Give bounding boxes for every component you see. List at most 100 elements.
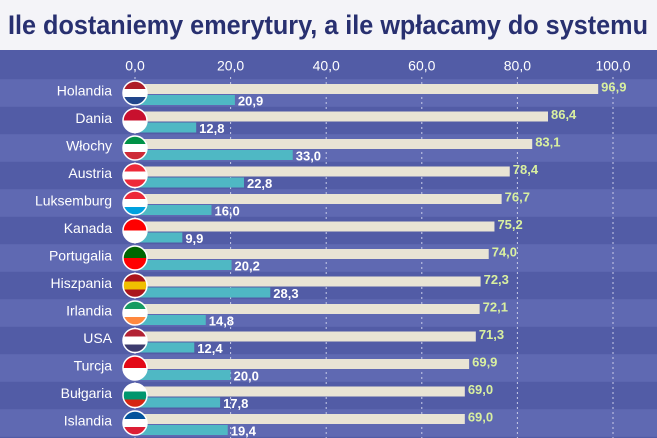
value-label: 28,3 — [273, 286, 298, 301]
flag-stripe — [123, 163, 147, 172]
flag-stripe — [123, 207, 147, 215]
x-tick-label: 80,0 — [504, 58, 531, 74]
bar — [135, 359, 470, 369]
y-tick-label: Turcja — [74, 358, 113, 374]
value-label: 72,3 — [484, 272, 509, 287]
flag-stripe — [123, 144, 147, 153]
value-label: 14,8 — [209, 313, 234, 328]
flag-border — [122, 410, 148, 436]
y-tick-label: Hiszpania — [51, 275, 113, 291]
flag-icon — [123, 383, 147, 408]
flag-border — [122, 245, 148, 271]
flag-stripe — [123, 258, 147, 270]
bar — [135, 122, 197, 133]
flag-stripe — [123, 336, 147, 345]
flag-stripe — [123, 89, 147, 98]
flag-stripe — [123, 411, 147, 420]
flag-border — [122, 272, 148, 299]
flag-stripe — [123, 81, 147, 90]
bar — [135, 166, 510, 177]
value-label: 86,4 — [551, 107, 577, 122]
value-label: 20,0 — [234, 368, 259, 383]
value-label: 22,8 — [247, 176, 272, 191]
value-label: 72,1 — [483, 299, 508, 314]
flag-stripe — [123, 230, 147, 243]
x-tick-label: 20,0 — [217, 58, 244, 74]
x-tick-label: 40,0 — [313, 58, 340, 74]
value-label: 71,3 — [479, 327, 504, 342]
bar — [135, 139, 533, 149]
bar — [135, 232, 183, 243]
bar — [135, 342, 195, 353]
bar — [135, 221, 495, 232]
flag-stripe — [123, 273, 147, 282]
value-label: 19,4 — [231, 423, 257, 438]
bar — [135, 249, 489, 259]
value-label: 76,7 — [505, 189, 530, 204]
y-tick-label: USA — [83, 330, 112, 346]
flag-stripe — [123, 419, 147, 428]
bar — [135, 84, 599, 94]
flag-icon — [123, 301, 147, 325]
y-tick-label: Luksemburg — [35, 193, 112, 209]
value-label: 16,0 — [214, 203, 239, 218]
bar — [135, 414, 465, 424]
bar — [135, 425, 228, 435]
bar — [135, 194, 502, 204]
bar — [135, 205, 212, 215]
bar — [135, 177, 244, 188]
flag-stripe — [123, 179, 147, 188]
y-tick-label: Dania — [75, 110, 112, 126]
flag-stripe — [123, 309, 147, 318]
flag-border — [122, 327, 148, 354]
bar — [135, 304, 480, 314]
flag-stripe — [123, 368, 147, 380]
bar — [135, 95, 235, 105]
flag-border — [122, 355, 148, 381]
value-label: 69,9 — [472, 354, 497, 369]
x-tick-label: 0,0 — [125, 58, 145, 74]
flag-icon — [123, 411, 147, 435]
value-label: 12,4 — [197, 341, 223, 356]
flag-stripe — [123, 356, 147, 369]
bar — [135, 331, 476, 342]
flag-icon — [123, 163, 147, 188]
flag-border — [122, 217, 148, 244]
flag-border — [122, 135, 148, 161]
value-label: 83,1 — [535, 134, 560, 149]
y-tick-label: Bułgaria — [61, 385, 113, 401]
flag-stripe — [123, 281, 147, 290]
flag-stripe — [123, 120, 147, 133]
bar — [135, 276, 481, 287]
flag-stripe — [123, 301, 147, 310]
flag-stripe — [123, 328, 147, 337]
flag-stripe — [123, 152, 147, 160]
flag-stripe — [123, 97, 147, 105]
flag-stripe — [123, 399, 147, 408]
flag-stripe — [123, 383, 147, 392]
flag-stripe — [123, 191, 147, 200]
x-tick-label: 60,0 — [408, 58, 435, 74]
bar — [135, 260, 232, 270]
title-band — [0, 0, 657, 50]
bar — [135, 397, 221, 408]
flag-icon — [123, 191, 147, 215]
flag-border — [122, 107, 148, 134]
value-label: 20,9 — [238, 93, 263, 108]
bar — [135, 111, 548, 122]
value-label: 20,2 — [235, 258, 260, 273]
y-tick-label: Kanada — [64, 220, 112, 236]
flag-stripe — [123, 171, 147, 180]
flag-stripe — [123, 199, 147, 208]
flag-border — [122, 80, 148, 106]
y-tick-label: Austria — [68, 165, 112, 181]
chart-title: Ile dostaniemy emerytury, a ile wpłacamy… — [8, 10, 648, 40]
value-label: 69,0 — [468, 382, 493, 397]
flag-stripe — [123, 246, 147, 259]
bar — [135, 370, 231, 380]
flag-icon — [123, 246, 147, 270]
bar — [135, 287, 271, 298]
bar — [135, 386, 465, 397]
